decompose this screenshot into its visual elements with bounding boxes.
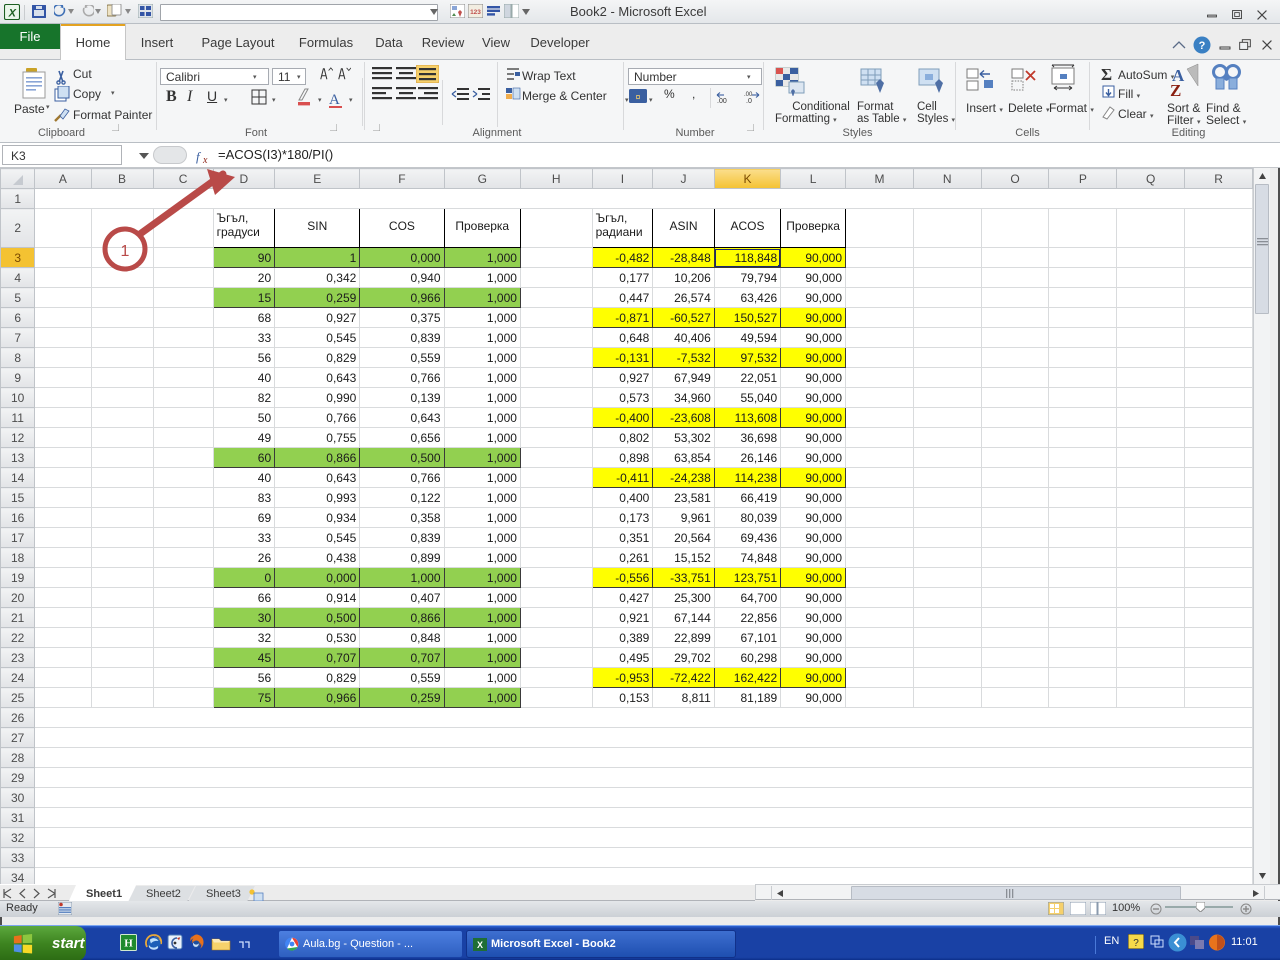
svg-text:123: 123 bbox=[470, 9, 481, 16]
svg-text:X: X bbox=[8, 8, 17, 20]
svg-text:?: ? bbox=[1133, 938, 1139, 949]
svg-text:?: ? bbox=[1199, 40, 1206, 52]
svg-text:H: H bbox=[124, 938, 133, 950]
svg-text:¤: ¤ bbox=[635, 92, 640, 102]
svg-text:X: X bbox=[477, 940, 483, 950]
svg-text:A: A bbox=[329, 92, 340, 108]
svg-text:x: x bbox=[202, 155, 208, 164]
svg-text:.00: .00 bbox=[717, 98, 727, 104]
svg-text:f: f bbox=[196, 149, 202, 164]
svg-text:Z: Z bbox=[1170, 81, 1181, 97]
svg-text:.0: .0 bbox=[746, 98, 752, 104]
